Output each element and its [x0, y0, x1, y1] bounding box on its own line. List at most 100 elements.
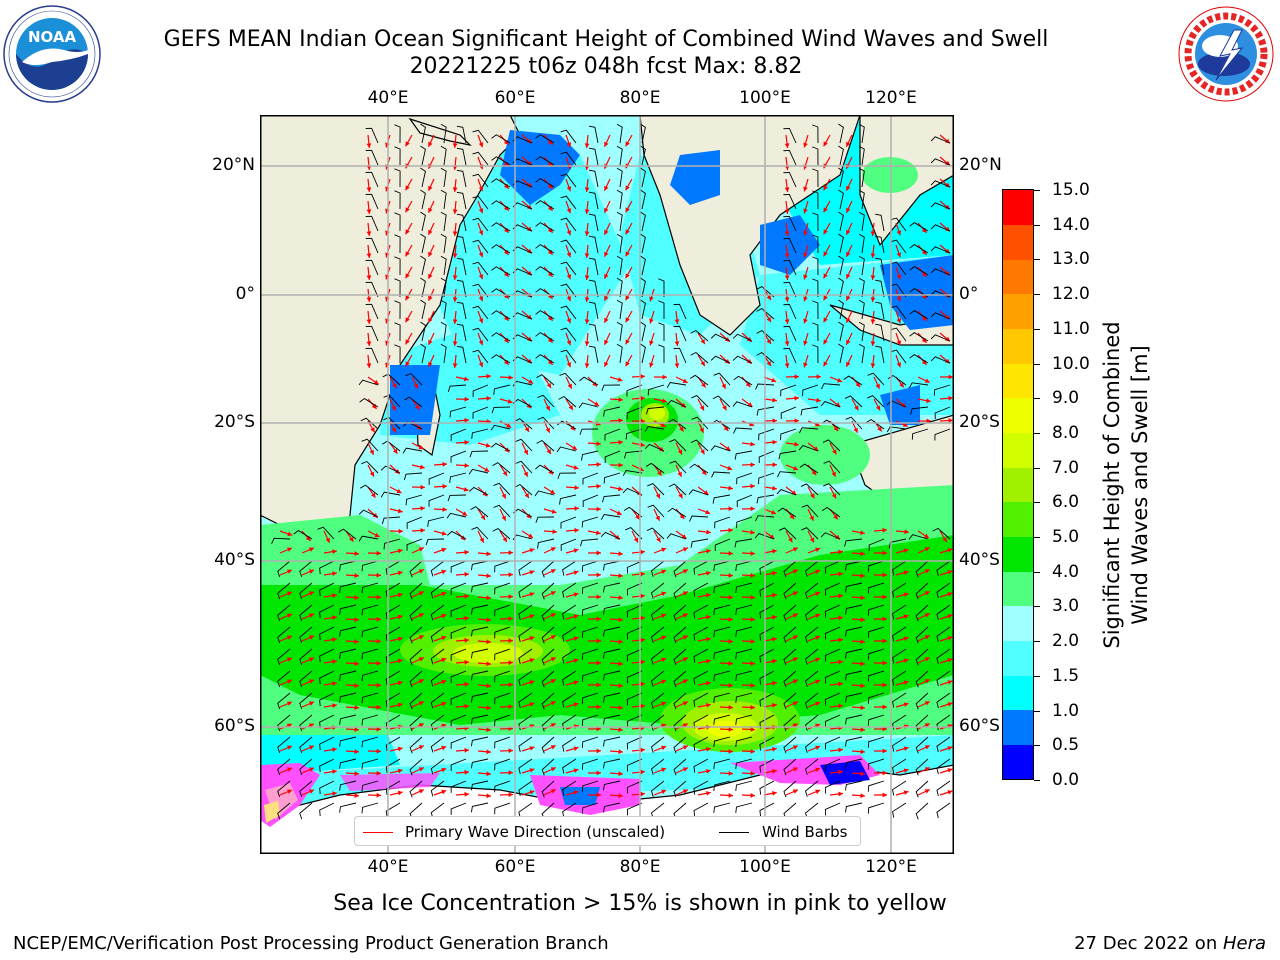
wind-barb	[783, 780, 797, 798]
wind-barb	[658, 344, 665, 364]
wave-arrow-head	[882, 616, 887, 622]
wave-arrow-head	[750, 771, 755, 776]
wind-barb	[616, 211, 623, 232]
wind-barb	[936, 802, 951, 819]
wind-barb	[491, 134, 511, 144]
wave-arrow-head	[882, 748, 887, 754]
wave-arrow-head	[420, 528, 425, 533]
wind-barb	[735, 626, 753, 637]
wind-barb	[535, 178, 555, 188]
colorbar-segment	[1003, 293, 1033, 330]
wave-arrow-head	[860, 530, 865, 535]
wind-barb	[365, 325, 379, 342]
wave-arrow-head	[750, 551, 755, 556]
wave-arrow-head	[617, 486, 623, 492]
wave-arrow-head	[596, 682, 601, 688]
wave-arrow-head	[948, 374, 953, 380]
wind-barb	[858, 233, 865, 254]
wind-barb	[824, 736, 841, 750]
wave-arrow-head	[573, 658, 579, 663]
wave-arrow-head	[584, 363, 590, 368]
wave-arrow-head	[332, 769, 337, 775]
wave-arrow-head	[860, 705, 865, 711]
wave-arrow-head	[573, 614, 579, 619]
wave-arrow-head	[486, 573, 491, 579]
wind-barb	[693, 802, 709, 817]
wave-arrow-head	[655, 515, 660, 521]
wind-barb	[858, 167, 865, 188]
wave-arrow-head	[550, 569, 556, 574]
wave-arrow-head	[705, 592, 711, 598]
wave-arrow-head	[452, 231, 458, 236]
colorbar-segment	[1003, 467, 1033, 503]
wave-arrow-head	[566, 252, 572, 258]
wind-barb	[385, 758, 401, 774]
wave-arrow-head	[682, 378, 688, 383]
wave-arrow-head	[823, 207, 828, 213]
wave-arrow-head	[803, 230, 808, 236]
colorbar-tick-mark	[1034, 779, 1040, 781]
wave-arrow-head	[618, 793, 623, 799]
colorbar-tick-mark	[1034, 641, 1040, 643]
wind-barb	[299, 758, 313, 776]
wind-barb	[450, 714, 467, 727]
wave-arrow-head	[464, 747, 469, 753]
wave-arrow-head	[550, 679, 556, 684]
wind-barb	[801, 504, 819, 518]
wind-barb	[735, 560, 753, 571]
wave-arrow-head	[661, 547, 667, 553]
wave-arrow-head	[441, 679, 447, 685]
wind-barb	[406, 516, 423, 529]
wind-barb	[758, 450, 775, 464]
wind-barb	[603, 604, 621, 615]
colorbar-tick-mark	[1034, 294, 1040, 296]
wind-barb	[936, 626, 951, 643]
wind-barb	[867, 780, 885, 792]
wave-arrow-head	[924, 657, 930, 662]
wind-barb	[456, 147, 467, 166]
wave-arrow-head	[771, 637, 777, 642]
wind-barb	[892, 736, 907, 752]
wave-arrow-head	[308, 679, 314, 684]
wave-arrow-head	[728, 551, 733, 556]
wind-barb	[380, 465, 401, 474]
wave-arrow-head	[308, 635, 314, 640]
wind-barb	[824, 648, 841, 662]
wave-arrow-head	[464, 440, 469, 445]
wind-barb	[383, 394, 401, 408]
wind-barb	[909, 332, 929, 342]
wave-arrow-head	[287, 613, 292, 618]
wind-barb	[385, 780, 401, 796]
wave-arrow-head	[649, 296, 654, 302]
wind-barb	[319, 582, 335, 597]
wind-barb	[735, 758, 753, 769]
wave-arrow-head	[460, 535, 466, 541]
wind-barb	[616, 343, 623, 364]
wave-arrow-head	[332, 549, 337, 555]
wind-barb	[616, 145, 623, 166]
wave-arrow-head	[418, 591, 424, 596]
wind-barb	[783, 604, 797, 622]
wind-barb	[471, 428, 489, 439]
wave-arrow-head	[860, 617, 865, 623]
lon-label-top: 80°E	[619, 88, 661, 108]
wind-barb	[824, 604, 841, 618]
colorbar-segment	[1003, 744, 1033, 780]
wave-arrow-head	[370, 492, 376, 498]
wind-barb	[472, 217, 489, 232]
wind-barb	[339, 736, 357, 747]
wave-arrow-head	[625, 185, 630, 191]
wind-barb	[578, 402, 599, 409]
wave-arrow-head	[903, 592, 909, 597]
wind-barb	[626, 648, 643, 662]
wave-arrow-head	[287, 745, 292, 750]
wind-barb	[845, 692, 863, 703]
wind-barb	[645, 462, 665, 474]
wind-barb	[838, 233, 844, 254]
wave-arrow-head	[308, 657, 314, 662]
wave-arrow-head	[815, 767, 821, 773]
wind-barb	[867, 714, 885, 726]
wave-arrow-head	[661, 767, 667, 773]
wave-arrow-head	[947, 592, 953, 597]
wind-barb	[339, 780, 357, 791]
